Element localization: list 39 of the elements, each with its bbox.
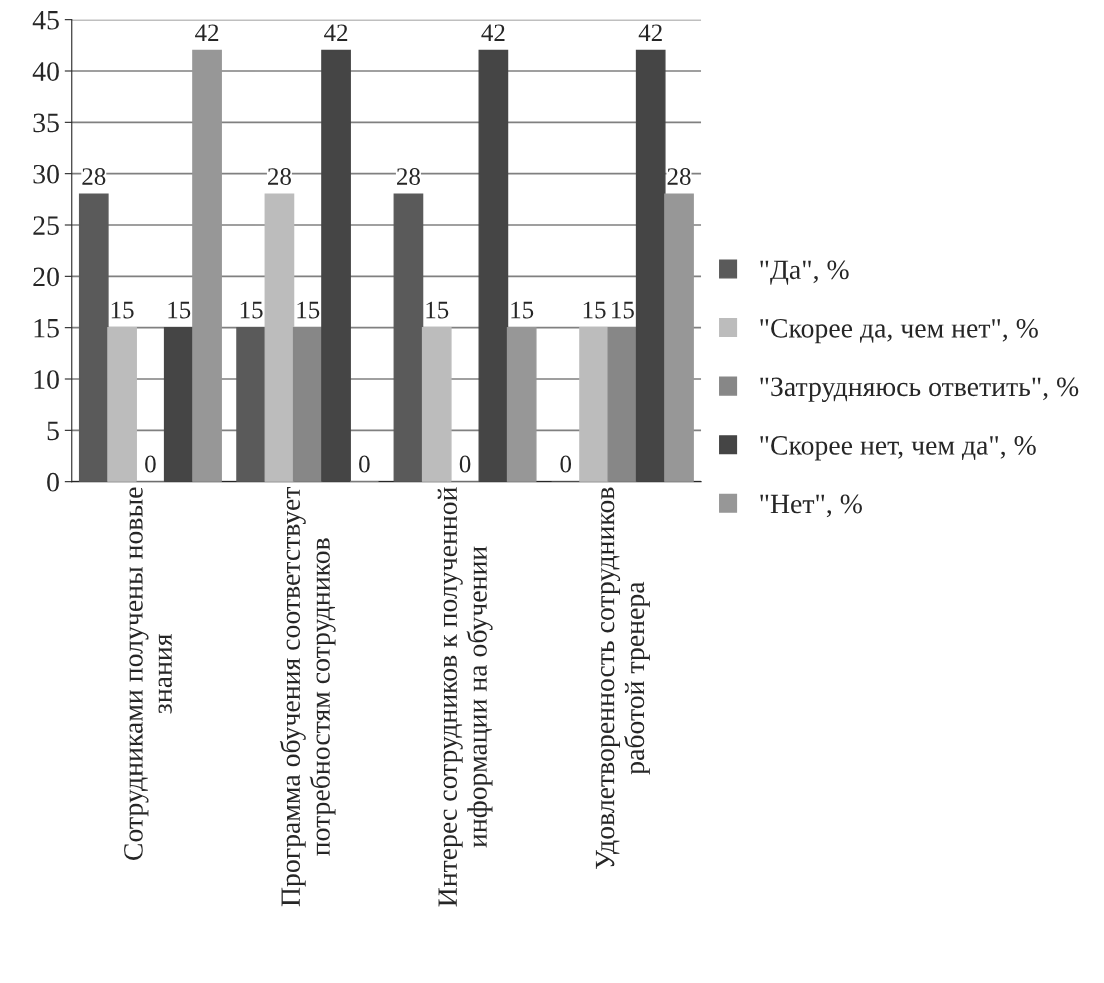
legend-label: "Затрудняюсь ответить", % [760,377,1079,402]
data-label: 0 [359,455,370,473]
data-label: 0 [459,455,471,473]
data-label: 15 [111,301,134,319]
data-label: 15 [426,301,449,319]
x-tick-label: Интерес сотрудников к полученной информации на обучении [437,487,493,907]
data-label: 15 [240,301,263,319]
y-tick-label: 5 [47,421,59,441]
x-tick-label: Удовлетворенность сотрудников работой тренера [595,487,650,869]
y-tick-label: 45 [32,11,59,30]
legend-label: "Скорее нет, чем да", % [760,436,1036,461]
data-label: 0 [145,455,156,473]
x-tick-label: Программа обучения соответствует потребностям сотрудников [279,486,336,907]
y-tick-label: 30 [33,164,59,184]
y-tick-label: 40 [32,62,59,81]
y-tick-label: 25 [33,216,59,235]
data-label: 15 [511,301,534,319]
data-label: 15 [297,301,320,319]
y-tick-label: 15 [34,318,59,338]
legend-label: "Да", % [760,260,849,285]
legend-label: "Скорее да, чем нет", % [760,318,1038,344]
data-label: 15 [168,301,191,319]
data-label: 15 [612,301,634,319]
data-label: 28 [268,168,291,185]
data-label: 42 [195,24,219,41]
data-label: 28 [397,168,420,185]
x-tick-label: Сотрудниками получены новые знания [124,487,172,860]
data-label: 0 [560,455,572,473]
data-label: 15 [583,301,606,319]
y-tick-label: 35 [33,113,59,133]
y-tick-label: 0 [47,472,59,492]
y-tick-label: 20 [33,267,59,287]
data-label: 28 [82,168,106,185]
data-label: 42 [324,24,348,41]
data-label: 42 [481,24,505,41]
legend-label: "Нет", % [760,494,862,518]
y-tick-label: 10 [34,370,59,389]
data-label: 42 [638,24,662,41]
data-label: 28 [667,168,691,185]
